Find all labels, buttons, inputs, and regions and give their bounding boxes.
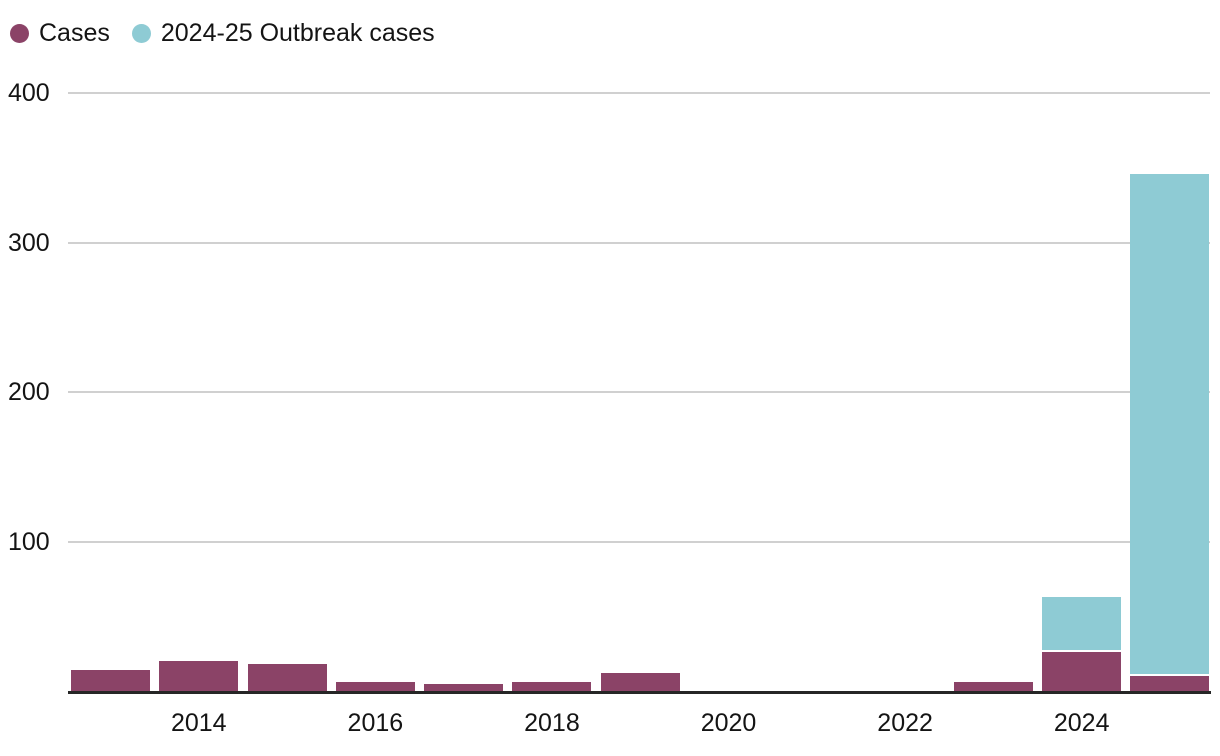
bar-cases-2016	[335, 682, 415, 691]
gridline-300	[68, 241, 1210, 244]
x-axis-tick-label: 2024	[1053, 709, 1110, 737]
chart-legend: Cases 2024-25 Outbreak cases	[10, 19, 435, 47]
y-axis-tick-label: 100	[8, 527, 50, 556]
x-axis-tick-label: 2022	[877, 709, 933, 737]
bar-cases-2017	[424, 683, 504, 691]
bar-cases-2024	[1042, 652, 1122, 691]
y-axis-tick-label: 300	[8, 228, 50, 257]
gridline-200	[68, 391, 1210, 393]
bar-cases-2023	[953, 682, 1033, 691]
bar-cases-2019	[600, 673, 680, 691]
x-axis-tick-label: 2014	[170, 709, 227, 737]
x-axis-tick-label: 2020	[700, 709, 757, 737]
bar-cases-2018	[512, 682, 592, 691]
bar-cases-2025	[1130, 676, 1210, 691]
legend-dot-icon	[131, 23, 151, 43]
x-axis-line	[68, 691, 1211, 694]
bar-outbreak-2025	[1130, 173, 1210, 675]
legend-item-outbreak-cases: 2024-25 Outbreak cases	[131, 19, 435, 47]
bar-cases-2014	[159, 661, 239, 691]
y-axis-tick-label: 400	[8, 79, 50, 107]
y-axis-tick-label: 200	[8, 378, 50, 406]
bar-outbreak-2024	[1042, 596, 1122, 651]
gridline-400	[68, 92, 1210, 94]
bar-cases-2015	[247, 664, 327, 691]
legend-item-label: Cases	[39, 19, 110, 47]
x-axis-tick-label: 2018	[524, 709, 580, 737]
gridline-100	[68, 540, 1210, 543]
legend-item-label: 2024-25 Outbreak cases	[160, 19, 435, 47]
legend-item-cases: Cases	[10, 19, 110, 47]
x-axis-tick-label: 2016	[347, 709, 404, 737]
legend-dot-icon	[10, 23, 29, 43]
bar-cases-2013	[71, 670, 150, 691]
